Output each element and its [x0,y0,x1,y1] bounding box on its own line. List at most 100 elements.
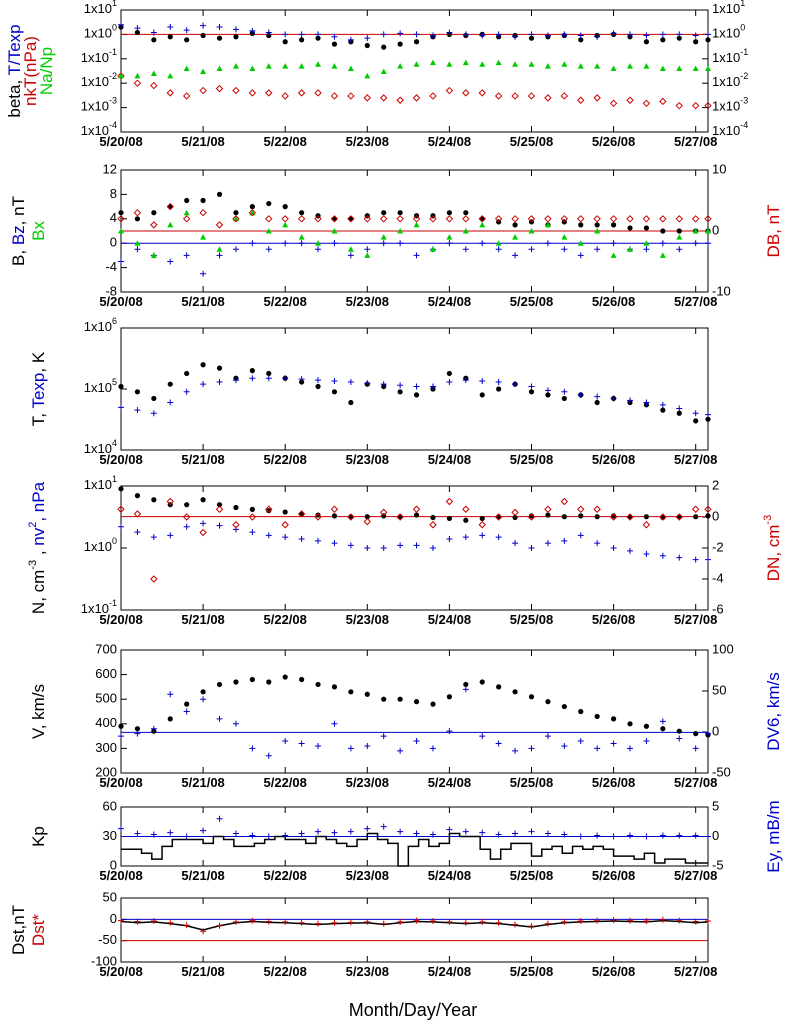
point-V-0 [216,681,223,688]
ytick-label-left-beta-exponent: -4 [109,120,117,130]
ylabel-right-B-part-0: DB, nT [764,205,783,258]
date-label-Dst: 5/24/08 [428,964,471,979]
point-B-2 [216,246,223,252]
point-V-1 [150,725,157,732]
point-N-1 [315,537,322,544]
point-beta-3 [561,61,568,67]
point-beta-1 [216,24,223,31]
ytick-label-left-B: -4 [105,259,117,274]
ytick-label-left-Dst: -100 [91,953,117,968]
point-beta-2 [494,92,503,100]
point-T-1 [446,379,453,386]
point-N-2 [527,513,536,521]
point-T-0 [528,389,535,395]
point-T-1 [282,375,289,382]
point-Kp-1 [282,832,289,839]
point-beta-1 [676,31,683,38]
point-T-1 [495,379,502,386]
point-B-1 [380,240,387,247]
point-N-2 [577,505,585,513]
point-N-1 [692,556,699,563]
point-T-0 [118,383,124,390]
panel-Dst-frame [120,897,709,963]
point-V-0 [643,723,650,729]
point-B-0 [233,210,239,216]
point-Dst-1 [265,918,272,925]
point-beta-1 [692,32,699,39]
point-V-1 [544,733,551,740]
point-B-3 [642,215,651,223]
point-beta-1 [364,35,371,42]
point-T-1 [610,395,617,402]
x-axis-title: Month/Day/Year [349,1000,477,1020]
point-B-2 [643,240,650,246]
point-Dst-1 [183,922,190,929]
point-beta-0 [578,37,584,43]
date-label-T: 5/22/08 [264,452,307,467]
point-Dst-1 [479,918,486,925]
point-beta-3 [577,63,584,69]
panel-beta-frame [120,9,709,133]
point-Dst-1 [577,918,584,925]
point-V-0 [446,694,452,700]
point-T-1 [462,377,469,384]
point-Kp-1 [413,830,420,837]
point-Kp-1 [134,830,141,837]
date-label-Kp: 5/26/08 [592,868,635,883]
point-beta-3 [659,65,666,72]
point-N-2 [215,505,224,513]
point-T-1 [512,381,519,388]
point-beta-2 [297,89,306,97]
point-N-1 [150,534,157,541]
point-B-2 [265,228,272,234]
point-beta-1 [315,31,322,38]
point-N-1 [216,522,223,529]
date-label-B: 5/25/08 [510,294,553,309]
point-N-1 [610,545,617,551]
point-Dst-1 [118,917,124,924]
date-label-T: 5/20/08 [99,452,142,467]
point-Dst-1 [249,917,256,924]
date-label-N: 5/22/08 [264,612,307,627]
point-N-1 [380,545,387,551]
point-Kp-1 [315,828,322,835]
point-V-0 [627,721,633,727]
ylabel-left-beta-1-part-0: nkT(nPa) [21,36,40,106]
point-Dst-1 [561,918,568,925]
date-label-T: 5/23/08 [346,452,389,467]
point-beta-3 [200,68,207,75]
ytick-label-left-B: 8 [110,186,117,201]
date-label-B: 5/26/08 [592,294,635,309]
point-beta-0 [167,34,173,40]
date-label-Kp: 5/22/08 [264,868,307,883]
series-N-0 [118,486,711,523]
point-V-0 [528,694,535,700]
point-T-0 [660,407,666,413]
point-N-0 [594,514,600,520]
point-beta-0 [676,35,682,41]
ylabel-right-N-part-0: DN, cm [764,525,783,582]
point-B-3 [609,215,618,223]
ytick-label-left-N: 1x100 [84,536,117,554]
point-T-1 [298,376,305,383]
point-N-1 [643,551,650,558]
point-B-2 [462,228,469,234]
point-beta-1 [298,31,305,38]
point-B-1 [134,246,141,253]
point-N-1 [183,523,190,530]
point-Dst-1 [512,921,519,928]
point-Dst-1 [446,918,453,925]
date-label-Kp: 5/20/08 [99,868,142,883]
point-B-1 [315,246,322,253]
point-T-0 [151,395,157,402]
point-V-1 [495,740,502,747]
point-V-1 [265,752,272,759]
point-V-0 [167,716,173,722]
point-V-1 [380,733,387,740]
ylabel-right-B: DB, nT [764,205,783,258]
point-N-2 [462,505,470,513]
point-beta-1 [577,32,584,39]
point-N-1 [705,556,711,563]
point-T-1 [397,382,404,389]
